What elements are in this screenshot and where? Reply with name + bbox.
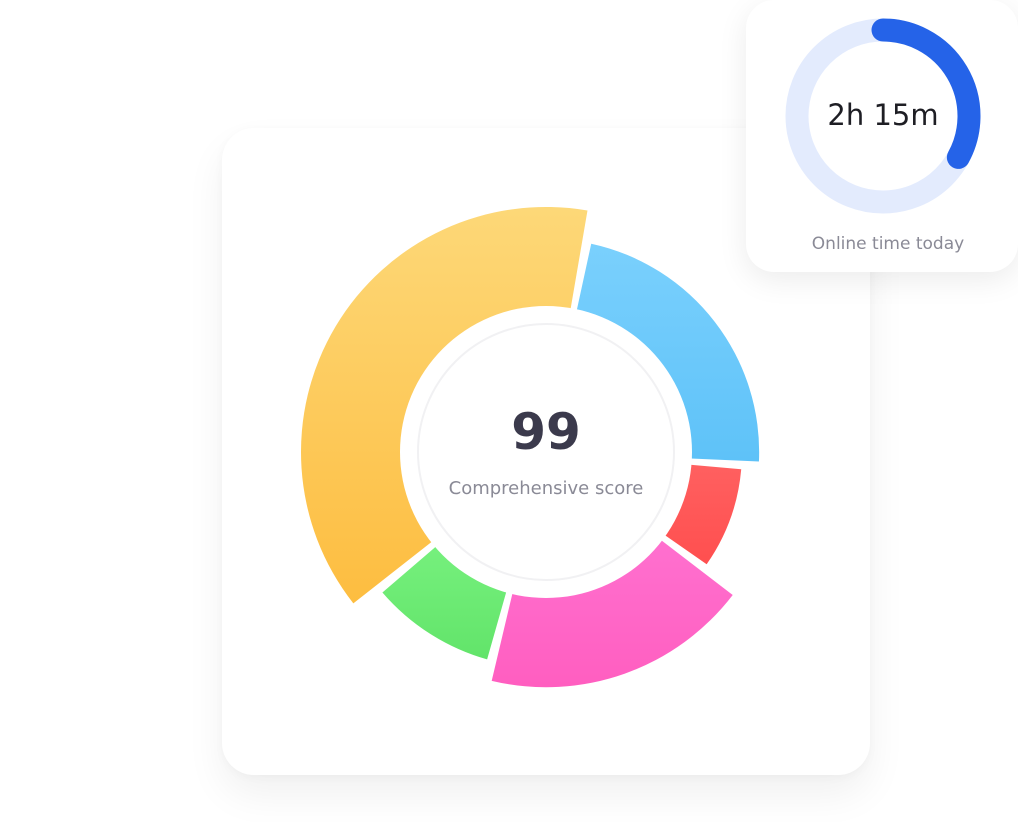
- donut-segment: [301, 207, 588, 604]
- online-time-label: Online time today: [811, 234, 965, 254]
- donut-segment: [491, 540, 733, 688]
- donut-segment: [382, 546, 507, 660]
- score-label: Comprehensive score: [448, 478, 644, 499]
- score-value: 99: [511, 403, 581, 461]
- donut-segment: [664, 464, 742, 565]
- donut-center: [400, 306, 692, 598]
- donut-segment: [576, 243, 760, 462]
- ring-progress: [871, 18, 981, 169]
- online-time-value: 2h 15m: [827, 98, 939, 132]
- donut-inner-ring: [417, 323, 675, 581]
